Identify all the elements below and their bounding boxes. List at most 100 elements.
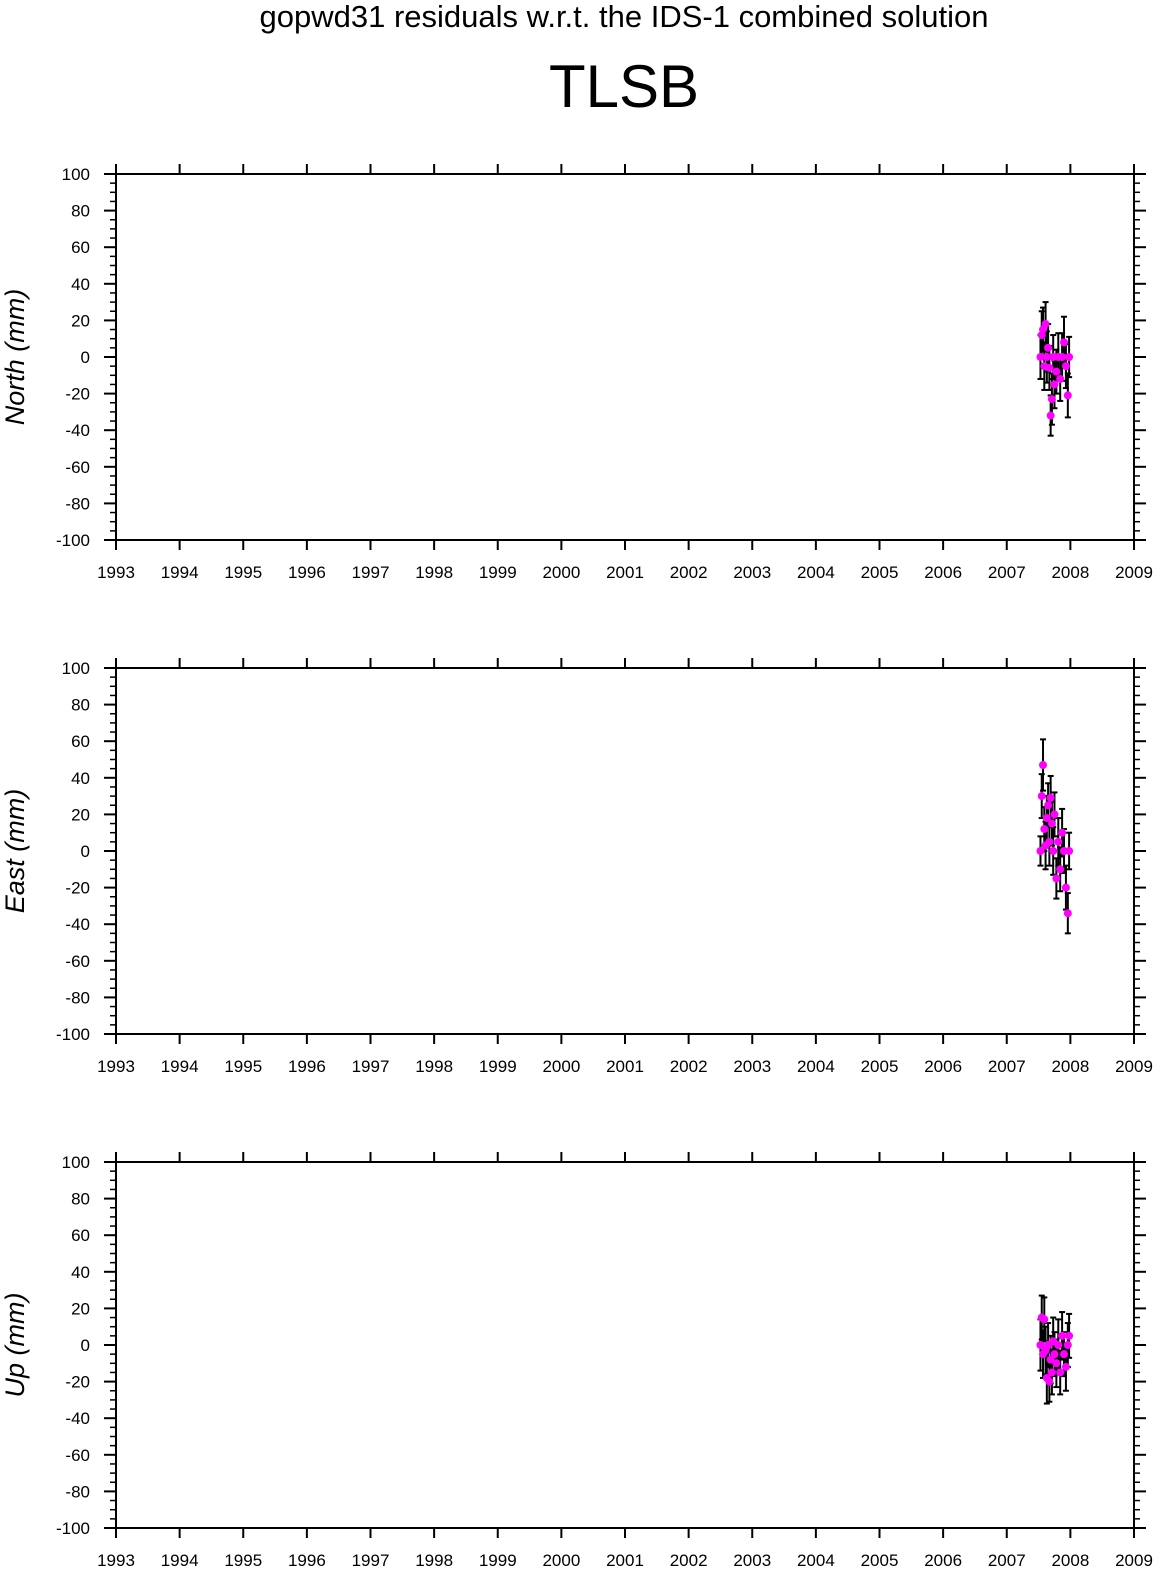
x-tick-label: 2001	[606, 1551, 644, 1570]
x-tick-label: 2007	[988, 1057, 1026, 1076]
data-point	[1058, 353, 1067, 361]
data-point	[1056, 1368, 1065, 1377]
data-point	[1039, 760, 1048, 769]
x-tick-label: 1994	[161, 1057, 199, 1076]
y-tick-label: 100	[62, 165, 90, 184]
y-tick-label: 40	[71, 769, 90, 788]
x-tick-label: 1994	[161, 563, 199, 582]
data-point	[1052, 1359, 1061, 1368]
data-point	[1063, 1341, 1072, 1349]
data-point	[1054, 1341, 1063, 1349]
data-point	[1060, 1350, 1069, 1359]
x-tick-label: 2009	[1115, 1057, 1153, 1076]
x-tick-label: 1997	[352, 1057, 390, 1076]
panels: 1993 1994 1995 1996 1997 1998 1999 2000 2001 2002…	[0, 164, 1153, 1570]
data-point	[1054, 837, 1063, 846]
x-tick-label: 2004	[797, 1551, 835, 1570]
y-tick-label: -40	[65, 421, 90, 440]
panel-1: 1993 1994 1995 1996 1997 1998 1999 2000 2001 2002…	[0, 164, 1153, 582]
station-name: TLSB	[549, 53, 699, 120]
data-point	[1047, 819, 1056, 828]
panel-3: 1993 1994 1995 1996 1997 1998 1999 2000 2001 2002…	[0, 1152, 1153, 1570]
x-tick-label: 1997	[352, 563, 390, 582]
data-point	[1052, 874, 1061, 883]
x-tick-label: 2000	[542, 1551, 580, 1570]
x-tick-label: 1995	[224, 1551, 262, 1570]
y-tick-label: 0	[81, 348, 90, 367]
y-tick-label: 80	[71, 696, 90, 715]
data-point	[1050, 810, 1059, 819]
y-tick-label: -80	[65, 1482, 90, 1501]
y-axis-label: North (mm)	[0, 289, 30, 426]
data-point	[1041, 320, 1050, 329]
data-point	[1058, 1331, 1067, 1340]
data-point	[1045, 1377, 1054, 1386]
y-tick-label: -100	[56, 1519, 90, 1538]
y-axis-label: Up (mm)	[0, 1293, 30, 1398]
x-tick-label: 2005	[861, 1551, 899, 1570]
x-tick-label: 2008	[1051, 1057, 1089, 1076]
y-tick-label: -80	[65, 988, 90, 1007]
data-point	[1061, 1362, 1070, 1371]
y-tick-label: 100	[62, 1153, 90, 1172]
plot-frame	[115, 173, 1135, 541]
panel-2: 1993 1994 1995 1996 1997 1998 1999 2000 2001 2002…	[0, 658, 1153, 1076]
data-point	[1045, 837, 1054, 846]
y-tick-label: 0	[81, 842, 90, 861]
data-point	[1036, 353, 1045, 361]
y-tick-label: -100	[56, 531, 90, 550]
y-tick-label: -20	[65, 385, 90, 404]
data-point	[1050, 1350, 1059, 1359]
data-point	[1045, 363, 1054, 372]
x-tick-label: 2003	[733, 563, 771, 582]
figure-title: gopwd31 residuals w.r.t. the IDS-1 combi…	[260, 0, 989, 34]
x-tick-label: 1999	[479, 563, 517, 582]
x-tick-label: 1993	[97, 1551, 135, 1570]
x-tick-label: 1998	[415, 1551, 453, 1570]
x-tick-label: 2000	[542, 1057, 580, 1076]
data-point	[1065, 1331, 1074, 1340]
data-point	[1044, 801, 1053, 810]
x-tick-label: 2003	[733, 1551, 771, 1570]
y-tick-label: -60	[65, 1446, 90, 1465]
y-tick-label: 80	[71, 202, 90, 221]
y-tick-label: -20	[65, 1373, 90, 1392]
data-point	[1065, 353, 1074, 361]
data-point	[1063, 909, 1072, 918]
x-tick-label: 2002	[670, 563, 708, 582]
x-tick-label: 2005	[861, 1057, 899, 1076]
data-point	[1052, 367, 1061, 376]
x-tick-label: 2000	[542, 563, 580, 582]
x-tick-label: 1998	[415, 1057, 453, 1076]
x-tick-label: 2003	[733, 1057, 771, 1076]
y-tick-label: 20	[71, 1299, 90, 1318]
x-tick-label: 2002	[670, 1057, 708, 1076]
x-tick-label: 1993	[97, 1057, 135, 1076]
x-tick-label: 2007	[988, 1551, 1026, 1570]
x-tick-label: 2001	[606, 563, 644, 582]
y-tick-label: 60	[71, 732, 90, 751]
y-tick-label: 40	[71, 1263, 90, 1282]
data-point	[1056, 374, 1065, 383]
x-tick-label: 2008	[1051, 563, 1089, 582]
data-point	[1050, 380, 1059, 389]
x-tick-label: 2008	[1051, 1551, 1089, 1570]
plot-frame	[115, 667, 1135, 1035]
x-tick-label: 1995	[224, 1057, 262, 1076]
y-axis-label: East (mm)	[0, 789, 30, 914]
x-tick-label: 2007	[988, 563, 1026, 582]
data-point	[1061, 883, 1070, 892]
data-point	[1049, 847, 1058, 855]
x-tick-label: 2006	[924, 1551, 962, 1570]
data-point	[1037, 792, 1046, 801]
data-point	[1060, 338, 1069, 347]
data-point	[1040, 825, 1049, 834]
x-tick-label: 2004	[797, 563, 835, 582]
data-point	[1056, 865, 1065, 874]
x-tick-label: 1996	[288, 1057, 326, 1076]
data-point	[1058, 828, 1067, 837]
x-tick-label: 1994	[161, 1551, 199, 1570]
data-point	[1061, 362, 1070, 371]
y-tick-label: 100	[62, 659, 90, 678]
